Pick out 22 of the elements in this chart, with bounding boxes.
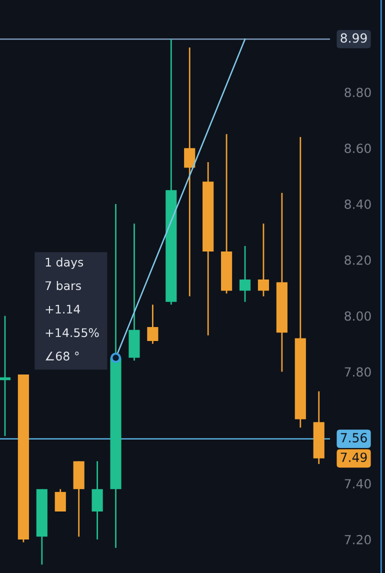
- annotation: ∠68 °: [46, 352, 79, 361]
- candlestick: [239, 245, 251, 303]
- annotation: 7 bars: [46, 280, 81, 290]
- candlestick: [258, 222, 270, 297]
- y-tick-label: 7.80: [344, 367, 371, 377]
- ref-line-label: 7.56: [340, 433, 367, 442]
- ref-line-label: 8.99: [340, 33, 367, 43]
- candlestick: [147, 304, 158, 344]
- y-tick-label: 8.80: [344, 88, 371, 98]
- annotation: +1.14: [46, 304, 80, 314]
- annotation: +14.55%: [46, 328, 99, 338]
- candlestick: [184, 46, 196, 297]
- y-tick-label: 8.20: [344, 255, 371, 265]
- annotation: 1 days: [46, 257, 84, 269]
- y-tick-label: 8.60: [344, 144, 371, 154]
- y-tick-label: 8.00: [344, 311, 371, 321]
- candlestick: [92, 460, 103, 540]
- text: 7.49: [340, 452, 367, 462]
- y-tick-label: 7.40: [344, 479, 371, 488]
- candlestick: [54, 488, 66, 512]
- y-tick-label: 7.20: [344, 534, 371, 544]
- y-tick-label: 8.40: [344, 200, 371, 209]
